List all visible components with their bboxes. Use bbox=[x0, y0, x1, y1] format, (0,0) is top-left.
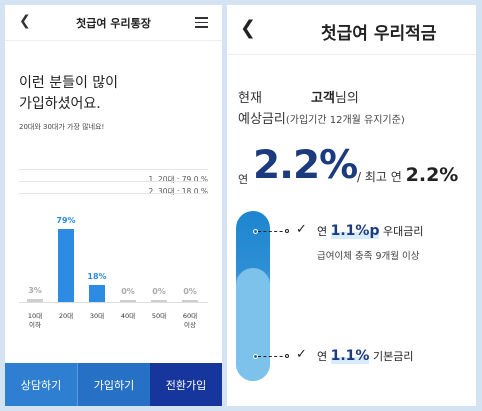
headline-line-2: 가입하셨어요. bbox=[19, 96, 101, 112]
prime-rate-connector-end bbox=[285, 229, 289, 233]
chart-value-label: 0% bbox=[152, 287, 166, 296]
chart-value-label: 18% bbox=[87, 272, 107, 282]
customer-name: 고객 bbox=[311, 91, 335, 106]
consult-button[interactable]: 상담하기 bbox=[5, 363, 77, 406]
chart-value-label: 0% bbox=[183, 287, 197, 296]
chart-bar bbox=[27, 299, 43, 302]
prime-rate-value: 1.1%p bbox=[330, 223, 380, 239]
headline-line-1: 이런 분들이 많이 bbox=[19, 75, 119, 91]
join-button[interactable]: 가입하기 bbox=[77, 363, 150, 406]
headline: 이런 분들이 많이 가입하셨어요. bbox=[19, 73, 118, 115]
check-icon: ✓ bbox=[296, 222, 307, 237]
prime-rate-marker bbox=[253, 229, 258, 234]
legend-item-1: 1. 20대 : 79.0 % bbox=[148, 175, 209, 184]
prime-rate-condition: 급여이체 충족 9개월 이상 bbox=[317, 251, 420, 262]
chart-baseline bbox=[19, 302, 208, 303]
chart-x-tick-label: 40대 bbox=[120, 312, 136, 320]
chart-bar bbox=[58, 229, 74, 302]
prime-rate-prefix: 연 bbox=[317, 225, 328, 238]
chart-x-tick-label: 50대 bbox=[151, 312, 167, 320]
rate-prefix: 연 bbox=[238, 173, 249, 186]
chart-x-tick-label: 10대 이하 bbox=[27, 312, 43, 329]
header-bar: ❮ 첫급여 우리통장 bbox=[5, 5, 222, 41]
current-label: 현재 bbox=[238, 91, 262, 106]
savings-rate-panel: ❮ 첫급여 우리적금 현재 고객님의 예상금리(가입기간 12개월 유지기준) … bbox=[227, 5, 476, 406]
back-chevron-icon[interactable]: ❮ bbox=[240, 17, 256, 39]
max-rate-value: 2.2% bbox=[405, 164, 459, 186]
customer-suffix: 님의 bbox=[334, 91, 359, 106]
expected-rate-title: 예상금리 bbox=[238, 112, 286, 127]
basic-rate-label: 기본금리 bbox=[372, 350, 414, 363]
check-icon: ✓ bbox=[296, 347, 307, 362]
chart-gridline bbox=[19, 169, 208, 170]
age-distribution-chart: 3% 10대 이하 79% 20대 18% 30대 0% 40대 0% 50대 0% 60대 이상 bbox=[5, 5, 222, 406]
header-bar: ❮ 첫급여 우리적금 bbox=[227, 5, 476, 55]
page-title: 첫급여 우리적금 bbox=[321, 24, 437, 44]
chart-bar bbox=[89, 285, 105, 302]
rate-gauge-base bbox=[236, 268, 270, 381]
customer-greeting: 고객님의 bbox=[311, 87, 359, 106]
chart-gridline bbox=[19, 181, 208, 182]
prime-rate-connector bbox=[258, 231, 288, 232]
chart-bar bbox=[120, 300, 136, 302]
chart-gridline bbox=[19, 193, 208, 194]
basic-rate-value: 1.1% bbox=[330, 348, 370, 364]
chart-bar bbox=[151, 300, 167, 302]
basic-rate-marker bbox=[253, 354, 258, 359]
max-rate-label: / 최고 연 bbox=[357, 170, 402, 184]
headline-subtext: 20대와 30대가 가장 많네요! bbox=[19, 123, 105, 131]
chart-value-label: 0% bbox=[121, 287, 135, 296]
basic-rate-connector-end bbox=[285, 354, 289, 358]
chart-x-tick-label: 20대 bbox=[58, 312, 74, 320]
chart-bar bbox=[182, 300, 198, 302]
switch-join-button[interactable]: 전환가입 bbox=[150, 363, 222, 406]
basic-rate-connector bbox=[258, 356, 288, 357]
expected-rate-label: 예상금리(가입기간 12개월 유지기준) bbox=[238, 108, 405, 127]
basic-rate: 연 1.1% 기본금리 bbox=[317, 348, 413, 364]
chart-value-label: 3% bbox=[28, 286, 42, 296]
legend-item-2: 2. 30대 : 18.0 % bbox=[148, 187, 209, 196]
max-rate: / 최고 연 2.2% bbox=[357, 164, 458, 186]
page-title: 첫급여 우리통장 bbox=[76, 17, 151, 30]
back-chevron-icon[interactable]: ❮ bbox=[19, 13, 31, 29]
expected-rate-value: 2.2% bbox=[253, 143, 358, 188]
expected-rate-note: (가입기간 12개월 유지기준) bbox=[285, 115, 405, 126]
prime-rate: 연 1.1%p 우대금리 bbox=[317, 223, 423, 239]
chart-x-tick-label: 30대 bbox=[89, 312, 105, 320]
chart-value-label: 79% bbox=[56, 216, 76, 225]
prime-rate-label: 우대금리 bbox=[382, 225, 424, 238]
chart-x-tick-label: 60대 이상 bbox=[182, 312, 198, 329]
hamburger-icon[interactable] bbox=[195, 17, 208, 28]
savings-account-panel: ❮ 첫급여 우리통장 이런 분들이 많이 가입하셨어요. 20대와 30대가 가… bbox=[5, 5, 222, 406]
basic-rate-prefix: 연 bbox=[317, 350, 328, 363]
footer-actions: 상담하기 가입하기 전환가입 bbox=[5, 363, 222, 406]
